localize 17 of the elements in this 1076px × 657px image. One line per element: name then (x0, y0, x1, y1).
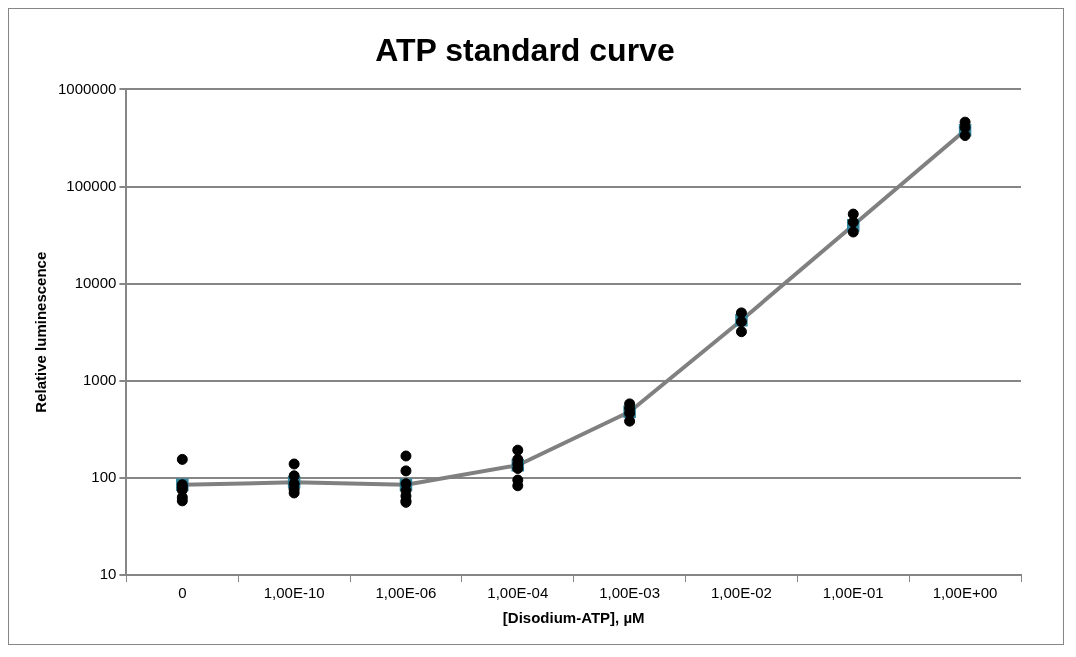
y-tick-label: 1000000 (57, 79, 117, 97)
y-axis-title: Relative luminescence (32, 251, 50, 413)
x-tick-label: 1,00E+00 (932, 584, 998, 602)
x-tick-label: 0 (178, 584, 187, 602)
x-tick-label: 1,00E-10 (263, 584, 325, 602)
y-tick-label: 1000 (83, 370, 117, 388)
y-tick-label: 10000 (74, 273, 117, 291)
y-tick-label: 100000 (66, 176, 117, 194)
y-tick-label: 100 (91, 468, 117, 486)
x-axis-title: [Disodium-ATP], µM (502, 609, 645, 627)
x-tick-label: 1,00E-01 (822, 584, 884, 602)
x-tick-label: 1,00E-06 (375, 584, 437, 602)
x-tick-label: 1,00E-03 (599, 584, 661, 602)
y-tick-label: 10 (99, 565, 117, 583)
chart-title: ATP standard curve (375, 32, 675, 69)
x-tick-label: 1,00E-02 (710, 584, 772, 602)
x-tick-label: 1,00E-04 (487, 584, 549, 602)
